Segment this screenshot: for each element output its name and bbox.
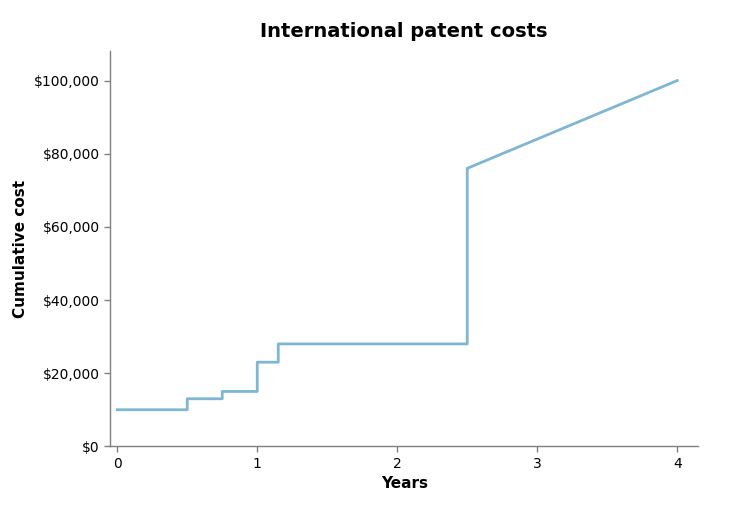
X-axis label: Years: Years bbox=[381, 476, 428, 491]
Title: International patent costs: International patent costs bbox=[260, 23, 548, 42]
Y-axis label: Cumulative cost: Cumulative cost bbox=[13, 180, 29, 318]
